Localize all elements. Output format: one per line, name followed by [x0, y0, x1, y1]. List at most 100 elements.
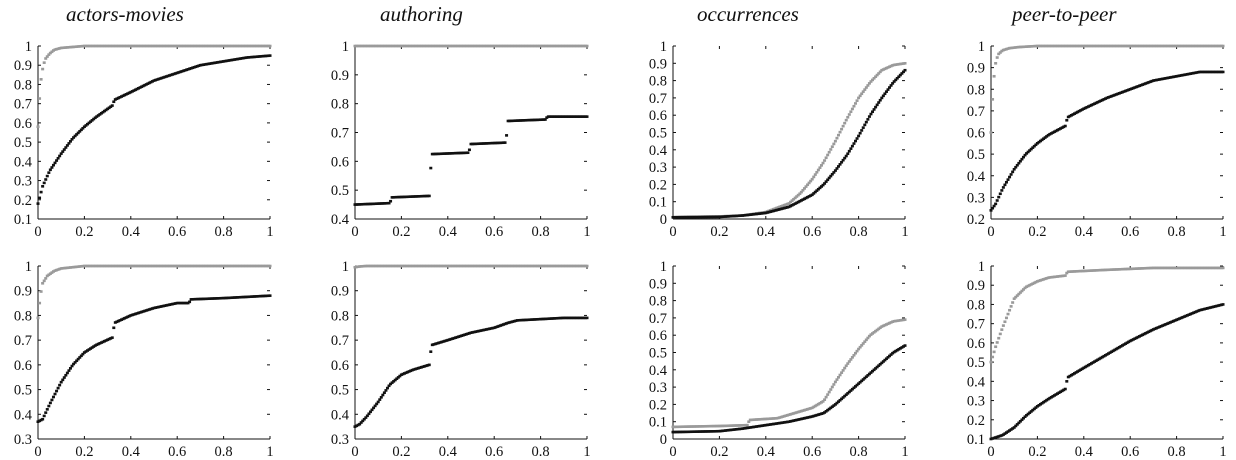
data-point — [266, 264, 270, 268]
data-point — [191, 66, 195, 70]
data-point — [44, 57, 48, 60]
data-point — [528, 44, 532, 48]
data-point — [827, 176, 831, 180]
data-point — [725, 424, 729, 428]
data-point — [96, 264, 100, 268]
data-point — [164, 264, 168, 268]
data-point — [236, 296, 240, 299]
data-point — [785, 202, 789, 206]
data-point — [888, 86, 892, 89]
data-point — [406, 370, 410, 374]
data-point — [1071, 113, 1075, 116]
data-point — [571, 115, 575, 118]
data-point — [78, 356, 82, 359]
data-point — [174, 72, 178, 75]
data-point — [854, 139, 858, 143]
data-point — [1179, 266, 1183, 270]
data-point — [454, 151, 458, 155]
data-point — [438, 341, 442, 344]
data-point — [398, 374, 402, 378]
data-point — [1154, 78, 1158, 82]
data-point — [81, 264, 85, 268]
data-point — [1117, 44, 1121, 48]
y-tick-label: 0.5 — [331, 383, 349, 399]
data-point — [798, 199, 802, 203]
data-point — [819, 401, 823, 404]
data-point — [149, 80, 153, 84]
data-point — [370, 408, 374, 412]
data-point — [242, 295, 246, 299]
data-point — [1199, 266, 1203, 270]
data-point — [426, 264, 430, 268]
data-point — [1167, 76, 1171, 80]
data-point — [1051, 131, 1055, 134]
data-point — [166, 303, 170, 307]
data-point — [813, 414, 817, 417]
data-point — [877, 72, 881, 75]
data-point — [556, 316, 560, 320]
data-point — [1201, 308, 1205, 311]
data-point — [994, 62, 998, 65]
data-point — [184, 68, 188, 72]
data-point — [846, 392, 850, 395]
data-point — [140, 264, 144, 268]
data-point — [539, 118, 543, 122]
data-point — [1128, 267, 1132, 271]
data-point — [758, 212, 762, 215]
data-point — [775, 206, 779, 210]
data-point — [384, 389, 388, 392]
data-point — [1187, 313, 1191, 316]
data-point — [1192, 44, 1196, 48]
data-point — [53, 48, 57, 51]
data-point — [455, 151, 459, 155]
data-point — [748, 418, 752, 422]
data-point — [781, 421, 785, 424]
data-point — [720, 429, 724, 433]
data-point — [838, 398, 842, 402]
data-point — [570, 44, 574, 48]
data-point — [785, 205, 789, 209]
data-point — [433, 152, 437, 156]
data-point — [189, 44, 193, 48]
data-point — [844, 154, 848, 158]
data-point — [107, 44, 111, 48]
data-point — [1001, 324, 1005, 327]
data-point — [703, 424, 707, 428]
data-point — [679, 425, 683, 429]
data-point — [130, 313, 134, 317]
data-point — [189, 67, 193, 70]
data-point — [998, 332, 1002, 336]
data-point — [747, 213, 751, 217]
title-peer-to-peer: peer-to-peer — [1012, 2, 1117, 26]
data-point — [1042, 44, 1046, 48]
data-point — [789, 204, 793, 208]
data-point — [228, 44, 232, 48]
data-point — [1009, 173, 1013, 176]
data-point — [205, 264, 209, 268]
data-point — [762, 211, 766, 215]
data-point — [494, 44, 498, 48]
data-point — [141, 44, 145, 48]
data-point — [146, 264, 150, 268]
data-point — [1148, 329, 1152, 333]
data-point — [1088, 44, 1092, 48]
data-point — [253, 295, 257, 298]
data-point — [1210, 305, 1214, 309]
data-point — [222, 264, 226, 268]
data-point — [518, 44, 522, 48]
data-point — [497, 141, 501, 145]
data-point — [872, 108, 876, 111]
data-point — [1210, 70, 1214, 74]
data-point — [900, 72, 904, 75]
data-point — [217, 297, 221, 300]
data-point — [995, 435, 999, 439]
data-point — [565, 316, 569, 320]
data-point — [358, 422, 362, 426]
data-point — [686, 425, 690, 428]
data-point — [1170, 44, 1174, 48]
data-point — [1164, 44, 1168, 48]
y-tick-label: 1 — [660, 259, 667, 275]
data-point — [220, 296, 224, 300]
data-point — [1043, 44, 1047, 48]
data-point — [1035, 405, 1039, 408]
